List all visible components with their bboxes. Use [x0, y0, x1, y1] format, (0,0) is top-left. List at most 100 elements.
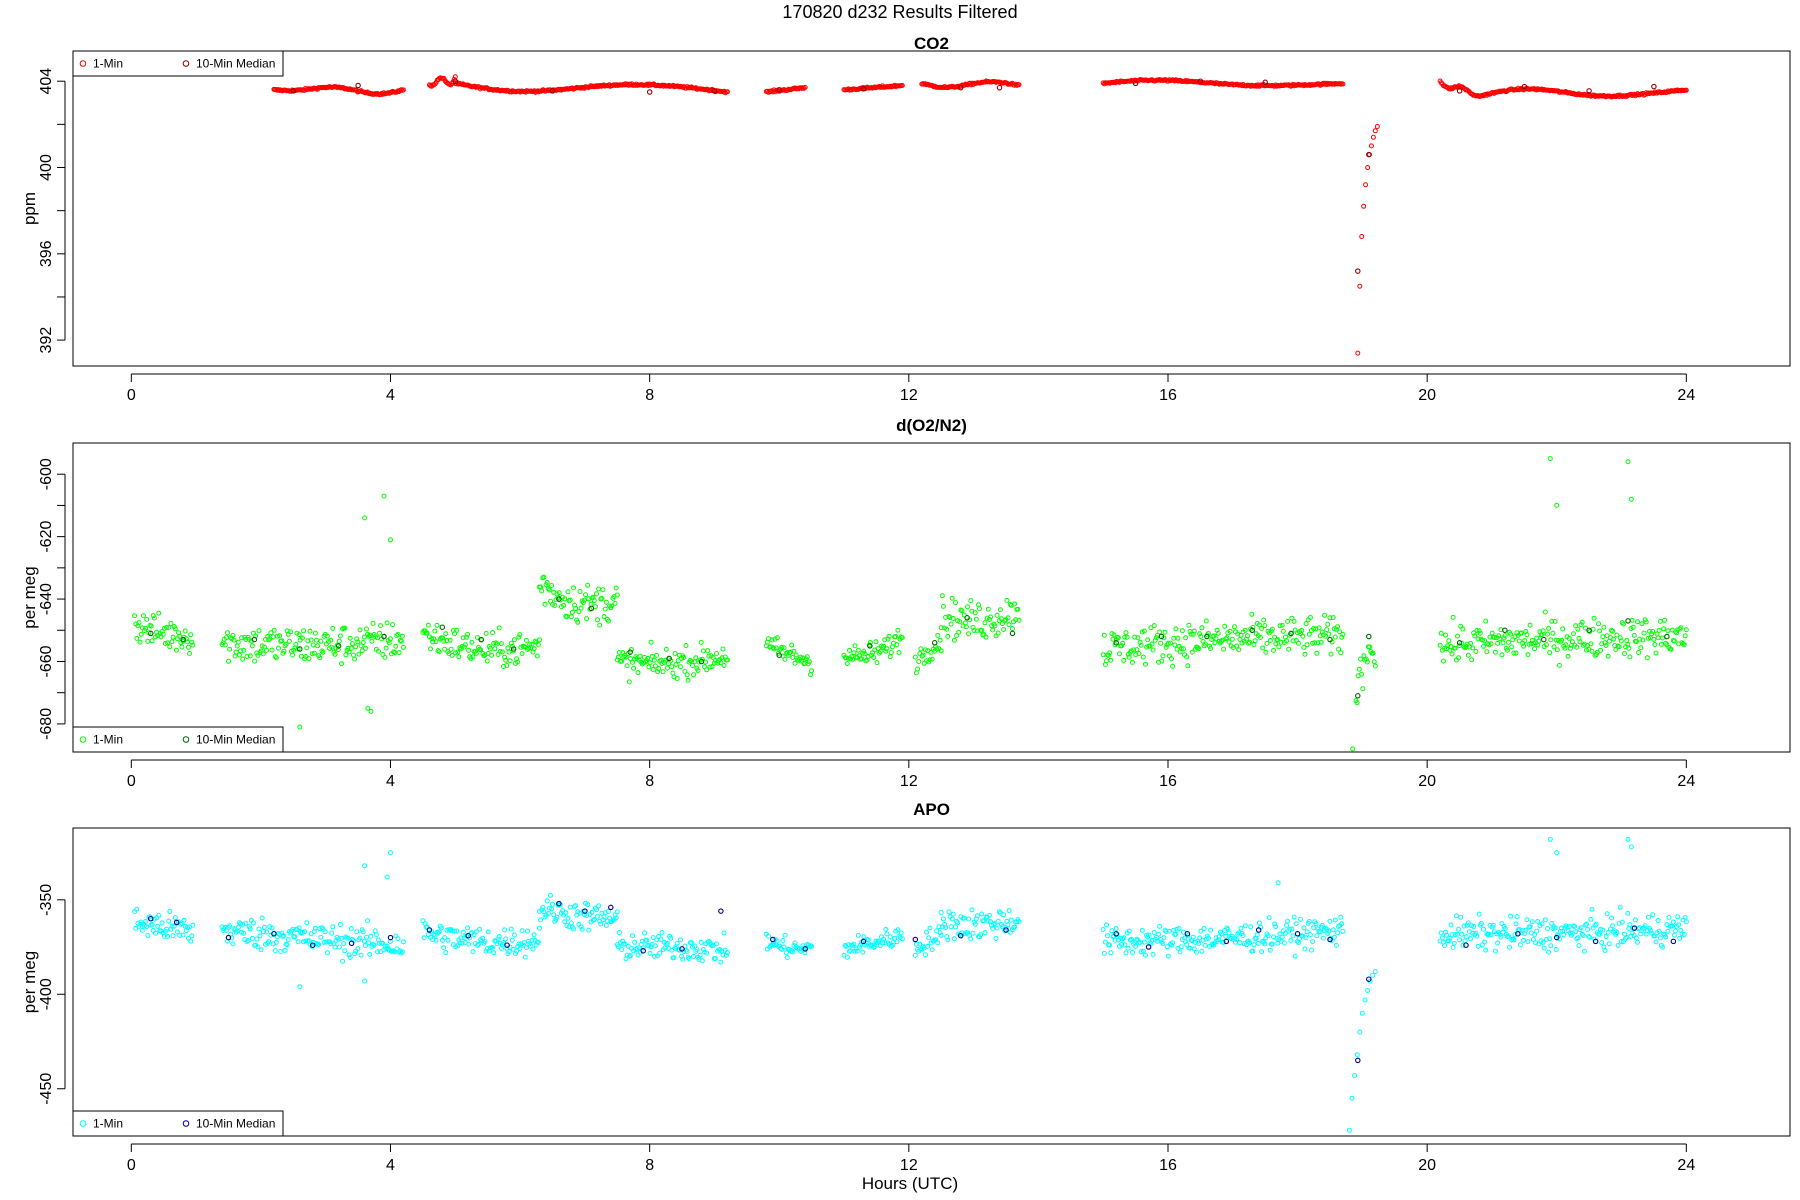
one-min-point [1501, 635, 1507, 641]
one-min-point [585, 582, 591, 588]
one-min-point [848, 948, 854, 954]
one-min-point [1354, 700, 1360, 706]
one-min-point [946, 614, 952, 619]
one-min-point [1152, 637, 1158, 643]
one-min-point [1339, 634, 1345, 640]
one-min-point [850, 656, 856, 662]
one-min-point [1173, 626, 1179, 632]
one-min-point [1262, 941, 1268, 947]
one-min-point [1106, 652, 1112, 658]
one-min-point [1145, 637, 1151, 643]
one-min-point [1360, 686, 1366, 692]
ten-min-median-point [1521, 83, 1528, 90]
one-min-point [168, 621, 174, 626]
one-min-point [1222, 623, 1228, 629]
one-min-point [435, 648, 441, 654]
one-min-point [614, 592, 620, 598]
ten-min-median-point [931, 640, 938, 646]
one-min-point [177, 633, 183, 639]
legend-marker [79, 736, 87, 743]
one-min-point [1652, 642, 1658, 647]
one-min-point [945, 633, 951, 639]
one-min-point [442, 935, 448, 941]
one-min-point [387, 636, 393, 642]
one-min-point [1226, 639, 1232, 645]
one-min-point [1118, 935, 1124, 941]
one-min-point [1002, 618, 1008, 624]
ten-min-median-point [549, 88, 556, 94]
one-min-point [496, 625, 502, 631]
one-min-point [1327, 615, 1333, 621]
one-min-point [1107, 942, 1113, 948]
one-min-point [330, 625, 336, 631]
one-min-point [1618, 638, 1624, 644]
one-min-point [1553, 947, 1559, 952]
one-min-point [790, 655, 796, 660]
one-min-point [233, 649, 239, 655]
ten-min-median-point [439, 624, 446, 630]
one-min-point [400, 87, 406, 93]
one-min-point [1234, 643, 1240, 649]
one-min-point [950, 911, 956, 917]
one-min-point [1626, 645, 1632, 651]
one-min-point [491, 640, 497, 646]
x-tick-label: 20 [1418, 387, 1436, 404]
plot-frame [72, 827, 1791, 1137]
one-min-point [550, 901, 556, 907]
ten-min-median-point [1327, 936, 1333, 943]
one-min-point [699, 958, 705, 964]
one-min-point [1016, 617, 1022, 623]
legend-marker [182, 736, 190, 743]
one-min-point [1349, 1095, 1355, 1101]
one-min-point [132, 613, 138, 619]
one-min-point [282, 947, 288, 953]
one-min-point [1526, 641, 1532, 647]
one-min-point [1548, 637, 1554, 643]
x-tick-label: 0 [127, 773, 136, 790]
one-min-point [1547, 456, 1553, 462]
one-min-point [459, 940, 465, 946]
one-min-point [1511, 650, 1517, 656]
one-min-point [1484, 649, 1490, 655]
one-min-point [1605, 929, 1611, 935]
one-min-point [674, 676, 680, 681]
one-min-point [877, 649, 883, 655]
one-min-point [1567, 645, 1573, 651]
one-min-point [1610, 628, 1616, 634]
one-min-point [1639, 621, 1645, 627]
one-min-point [1542, 917, 1548, 923]
one-min-point [511, 932, 517, 938]
ten-min-median-point [588, 605, 595, 612]
one-min-point [1005, 922, 1011, 928]
one-min-point [1126, 928, 1132, 934]
one-min-point [495, 936, 501, 942]
one-min-point [1616, 644, 1622, 650]
one-min-point [1665, 928, 1671, 934]
one-min-point [659, 929, 665, 935]
one-min-point [1108, 950, 1114, 956]
ten-min-median-point [1255, 927, 1262, 933]
one-min-point [1456, 926, 1462, 932]
one-min-point [1492, 948, 1498, 954]
one-min-point [145, 933, 151, 938]
one-min-point [1534, 928, 1540, 934]
one-min-point [1006, 908, 1012, 914]
legend-label: 10-Min Median [196, 1117, 275, 1131]
one-min-point [304, 645, 310, 651]
one-min-point [632, 939, 638, 945]
one-min-point [1474, 627, 1480, 633]
one-min-point [1119, 942, 1125, 947]
one-min-point [1502, 926, 1508, 932]
one-min-point [913, 941, 919, 947]
ten-min-median-point [1249, 627, 1255, 634]
one-min-point [1630, 624, 1636, 630]
one-min-point [1605, 653, 1611, 659]
y-tick-label: -620 [38, 521, 55, 553]
one-min-point [1527, 622, 1533, 628]
one-min-point [1252, 638, 1258, 644]
one-min-point [1174, 926, 1180, 932]
one-min-point [251, 920, 256, 926]
one-min-point [1015, 606, 1021, 612]
one-min-point [1176, 926, 1182, 932]
ten-min-median-point [1625, 618, 1631, 624]
